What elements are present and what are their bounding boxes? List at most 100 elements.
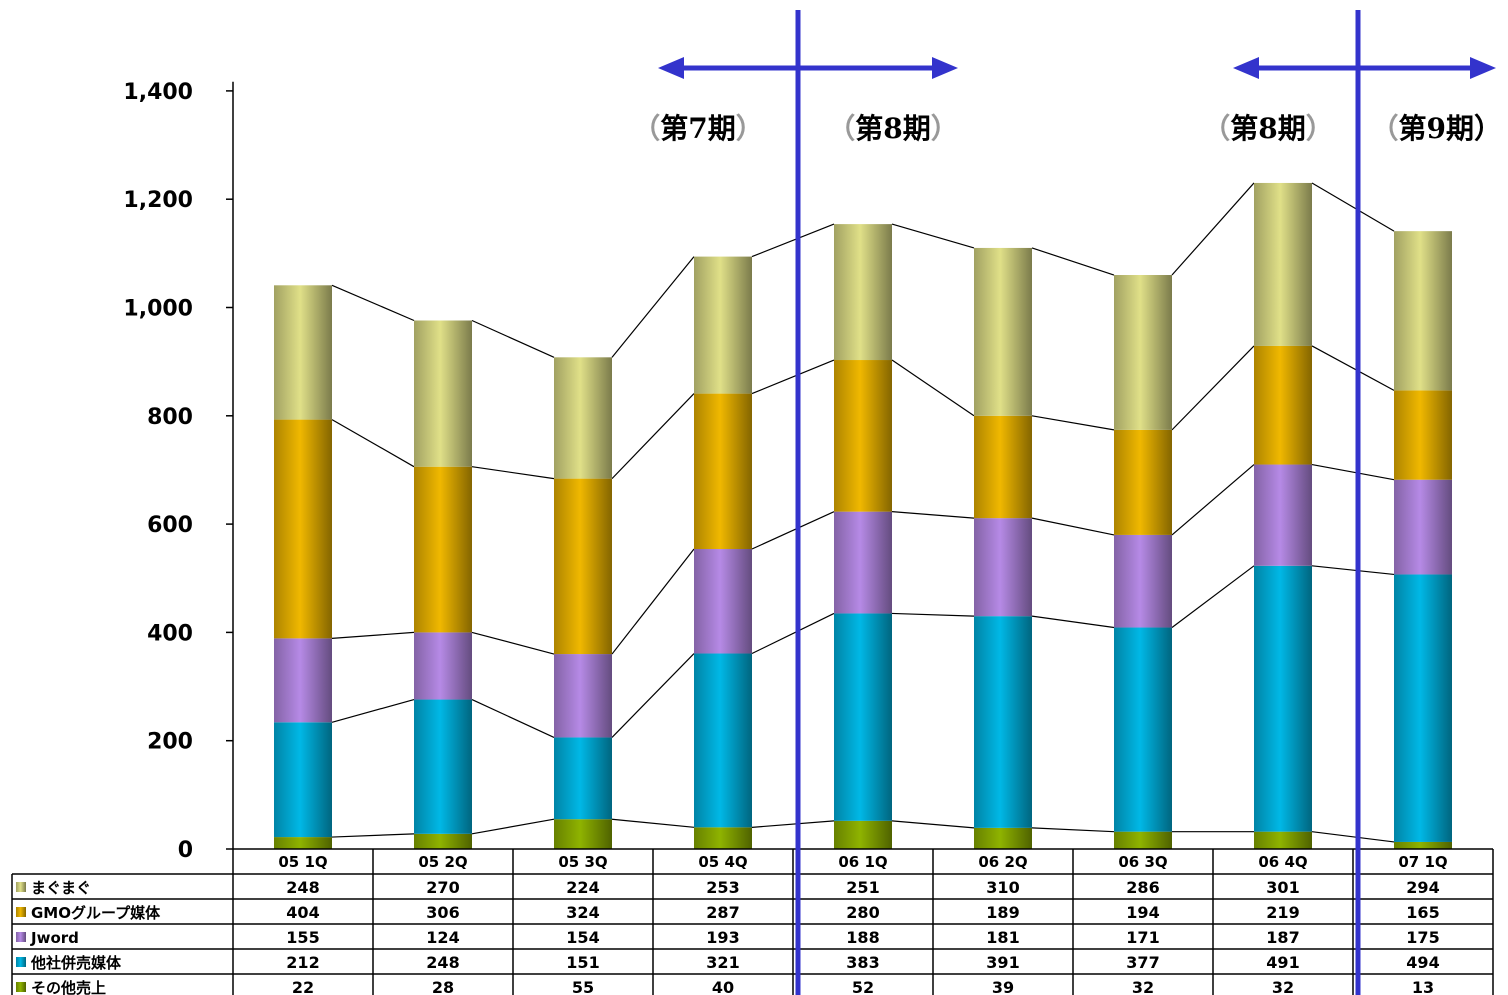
data-label-他社併売媒体: 151	[566, 953, 599, 972]
bar-segment-gmoグループ媒体	[274, 419, 332, 639]
series-connector-lines	[331, 182, 1395, 843]
data-label-まぐまぐ: 251	[846, 878, 879, 897]
y-tick-label: 200	[147, 730, 193, 755]
bar-segment-jword	[554, 654, 612, 738]
data-label-まぐまぐ: 286	[1126, 878, 1159, 897]
bar-segment-まぐまぐ	[974, 247, 1032, 416]
bar-segment-まぐまぐ	[414, 320, 472, 467]
bar-segment-jword	[694, 549, 752, 654]
data-label-gmoグループ媒体: 280	[846, 903, 879, 922]
data-label-まぐまぐ: 253	[706, 878, 739, 897]
connector-他社併売媒体	[1171, 565, 1255, 629]
connector-gmoグループ媒体	[611, 393, 695, 480]
connector-他社併売媒体	[331, 698, 415, 723]
bar-segment-まぐまぐ	[834, 224, 892, 361]
data-label-その他売上: 52	[852, 978, 874, 995]
bar-segment-jword	[1254, 464, 1312, 566]
bar-segment-gmoグループ媒体	[1254, 345, 1312, 465]
bar-segment-その他売上	[414, 833, 472, 849]
connector-他社併売媒体	[751, 612, 835, 655]
data-label-まぐまぐ: 270	[426, 878, 459, 897]
data-table: 05 1Q 05 2Q 05 3Q 05 4Q 06 1Q 06 2Q 06 3Q 06 4Q…	[11, 848, 1494, 995]
category-label: 06 2Q	[978, 853, 1027, 871]
data-label-その他売上: 55	[572, 978, 594, 995]
data-label-jword: 124	[426, 928, 459, 947]
data-label-jword: 193	[706, 928, 739, 947]
connector-jword	[611, 548, 695, 655]
data-label-gmoグループ媒体: 324	[566, 903, 599, 922]
data-label-他社併売媒体: 391	[986, 953, 1019, 972]
connector-その他売上	[891, 820, 975, 829]
bar-segment-まぐまぐ	[554, 357, 612, 479]
connector-jword	[1171, 464, 1255, 536]
legend-label-その他売上: その他売上	[31, 979, 106, 995]
data-label-gmoグループ媒体: 404	[286, 903, 319, 922]
y-axis: 0 200 400 600 800 1,000 1,200 1,400	[123, 80, 234, 863]
connector-他社併売媒体	[611, 653, 695, 738]
bar-segment-gmoグループ媒体	[1114, 429, 1172, 535]
y-tick-label: 1,200	[123, 188, 193, 213]
data-label-その他売上: 39	[992, 978, 1014, 995]
connector-まぐまぐ	[891, 223, 975, 249]
period-label: （第8期）	[827, 112, 959, 145]
bar-segment-まぐまぐ	[274, 285, 332, 420]
data-label-他社併売媒体: 212	[286, 953, 319, 972]
bar-segment-jword	[834, 511, 892, 614]
data-label-他社併売媒体: 491	[1266, 953, 1299, 972]
data-label-その他売上: 13	[1412, 978, 1434, 995]
data-label-その他売上: 40	[712, 978, 734, 995]
connector-jword	[331, 631, 415, 639]
connector-gmoグループ媒体	[1311, 345, 1395, 391]
arrow-left-head	[658, 57, 684, 79]
bar-segment-その他売上	[1114, 831, 1172, 849]
period-label: （第9期）	[1370, 112, 1502, 145]
y-tick-label: 1,400	[123, 80, 193, 105]
data-label-jword: 187	[1266, 928, 1299, 947]
data-label-まぐまぐ: 310	[986, 878, 1019, 897]
connector-まぐまぐ	[611, 256, 695, 358]
data-label-その他売上: 32	[1272, 978, 1294, 995]
connector-まぐまぐ	[1031, 247, 1115, 276]
data-label-まぐまぐ: 301	[1266, 878, 1299, 897]
connector-gmoグループ媒体	[471, 466, 555, 480]
data-label-その他売上: 22	[292, 978, 314, 995]
bar-segment-まぐまぐ	[694, 256, 752, 394]
bar-segment-jword	[1394, 479, 1452, 575]
connector-他社併売媒体	[1311, 565, 1395, 576]
bar-segment-その他売上	[974, 827, 1032, 849]
bar-segment-その他売上	[1394, 841, 1452, 849]
data-label-他社併売媒体: 248	[426, 953, 459, 972]
category-label: 05 4Q	[698, 853, 747, 871]
data-label-その他売上: 32	[1132, 978, 1154, 995]
bar-segment-その他売上	[834, 820, 892, 849]
bar-segment-まぐまぐ	[1114, 275, 1172, 430]
connector-その他売上	[471, 818, 555, 835]
y-tick-label: 1,000	[123, 297, 193, 322]
data-label-gmoグループ媒体: 219	[1266, 903, 1299, 922]
connector-gmoグループ媒体	[1031, 415, 1115, 431]
legend-label-jword: Jword	[30, 929, 79, 947]
data-label-jword: 175	[1406, 928, 1439, 947]
bar-segment-他社併売媒体	[1254, 565, 1312, 832]
connector-jword	[891, 511, 975, 519]
legend-swatch-他社併売媒体	[16, 957, 26, 967]
data-label-gmoグループ媒体: 189	[986, 903, 1019, 922]
legend-swatch-jword	[16, 932, 26, 942]
connector-まぐまぐ	[751, 223, 835, 258]
category-label: 06 3Q	[1118, 853, 1167, 871]
period-annotations: （第7期） （第8期） （第8期） （第9期）	[632, 10, 1502, 995]
category-label: 06 1Q	[838, 853, 887, 871]
data-label-他社併売媒体: 494	[1406, 953, 1439, 972]
data-label-他社併売媒体: 383	[846, 953, 879, 972]
legend-swatch-gmoグループ媒体	[16, 907, 26, 917]
bar-segment-その他売上	[1254, 831, 1312, 849]
bar-segment-gmoグループ媒体	[1394, 390, 1452, 480]
connector-gmoグループ媒体	[891, 359, 975, 417]
bar-segment-他社併売媒体	[414, 699, 472, 834]
data-label-jword: 155	[286, 928, 319, 947]
bar-segment-gmoグループ媒体	[694, 393, 752, 550]
connector-その他売上	[1311, 831, 1395, 843]
category-label: 07 1Q	[1398, 853, 1447, 871]
data-label-jword: 154	[566, 928, 599, 947]
